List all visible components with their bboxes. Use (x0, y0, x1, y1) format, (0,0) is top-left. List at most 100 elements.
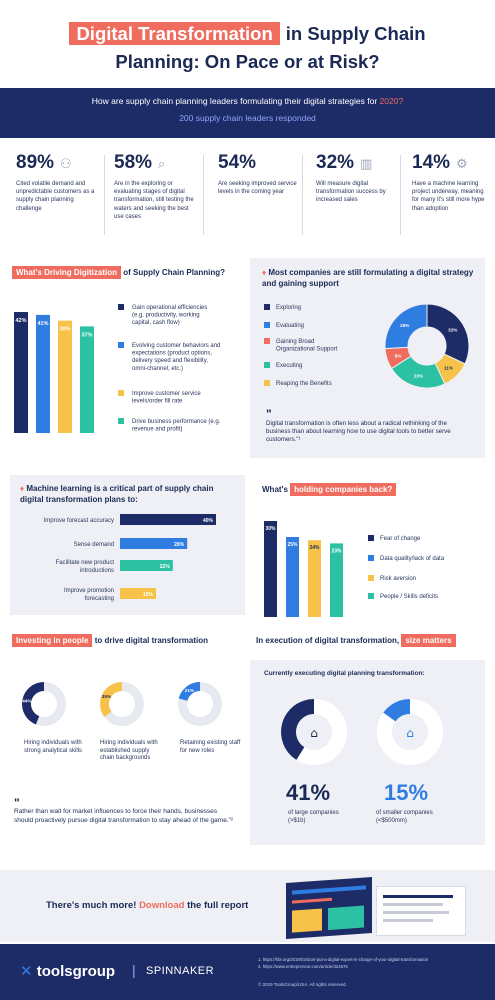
legend-swatch (368, 593, 374, 599)
ml-category-label: Sense demand (74, 542, 114, 548)
strategy-quote: Digital transformation is often less abo… (266, 420, 451, 444)
customers-icon: ⚇ (60, 156, 72, 171)
thumb-bar (292, 885, 366, 895)
page-title-line2: Planning: On Pace or at Risk? (115, 51, 380, 72)
ml-title-text: Machine learning is a critical part of s… (20, 484, 214, 504)
people-title-rest: to drive digital transformation (94, 636, 209, 645)
stat-text: Have a machine learning project underway… (412, 181, 485, 212)
legend-swatch (118, 418, 124, 424)
strategy-value-label: 11% (444, 366, 453, 371)
bullet-icon: ♦ (262, 268, 267, 277)
strategy-legend-label: Exploring (276, 305, 301, 311)
driver-value-label: 39% (59, 327, 70, 333)
stat-card: 32% ▥ Will measure digital transformatio… (316, 152, 412, 242)
ml-bar (120, 514, 216, 525)
holding-legend-label: People / Skills deficits (380, 594, 438, 600)
bullet-icon: ♦ (20, 484, 25, 493)
holding-bar (330, 543, 343, 617)
storefront-icon: ⌂ (406, 726, 414, 740)
holding-bar (264, 521, 277, 617)
strategy-title-text: Most companies are still formulating a d… (262, 268, 474, 288)
title-highlight: Digital Transformation (69, 22, 280, 45)
ml-category-label: Improve promotion (64, 588, 114, 594)
stat-percent: 54% (218, 152, 257, 173)
ml-bar (120, 588, 156, 599)
intro-year: 2020? (379, 96, 404, 106)
holding-bar (286, 537, 299, 617)
legend-swatch (264, 338, 270, 344)
page-title: Digital Transformation in Supply Chain (0, 22, 495, 46)
legend-swatch (368, 575, 374, 581)
people-title-highlight: Investing in people (12, 634, 93, 647)
ml-title: ♦ Machine learning is a critical part of… (20, 484, 235, 505)
driver-value-label: 37% (81, 332, 92, 338)
office-building-icon: ⌂ (310, 726, 318, 740)
driver-legend-label: capital, cash flow) (132, 320, 180, 326)
driver-legend-label: delivery speed and flexibility, (132, 358, 208, 364)
holding-title-before: What's (262, 485, 288, 494)
drivers-chart: 42% 41% 39% 37% Gain operational efficiencie… (14, 304, 221, 433)
driver-legend-label: Gain operational efficiencies (132, 305, 207, 311)
cta-text: There's much more! Download the full rep… (46, 900, 248, 911)
download-link[interactable]: Download (139, 900, 185, 911)
thumb-bar (292, 897, 332, 904)
references: 1. https://hbr.org/2019/03/dont-put-a-di… (258, 956, 488, 970)
cta-after: the full report (187, 900, 249, 911)
toolsgroup-mark-icon: ✕ (20, 963, 33, 980)
stat-text: Cited volatile demand and unpredictable … (16, 181, 95, 212)
size-title-before: In execution of digital transformation, (256, 636, 400, 645)
driver-legend-label: revenue and profit) (132, 427, 182, 433)
reference-2[interactable]: 2. https://www.entrepreneur.com/article/… (258, 964, 348, 969)
cta-before: There's much more! (46, 900, 137, 911)
stat-text: Are seeking improved service levels in t… (218, 181, 297, 196)
reference-1[interactable]: 1. https://hbr.org/2019/03/dont-put-a-di… (258, 957, 429, 962)
strategy-legend-label: Organizational Support (276, 347, 338, 353)
holding-bar (308, 540, 321, 617)
holding-legend-label: Fear of change (380, 536, 421, 542)
quote-icon: " (14, 796, 20, 810)
copyright: © 2019 ToolsGroup/USA. All rights reserv… (258, 982, 347, 987)
legend-swatch (264, 304, 270, 310)
strategy-value-label: 23% (414, 373, 423, 378)
legend-swatch (264, 322, 270, 328)
size-title-highlight: size matters (401, 634, 456, 647)
holding-value-label: 25% (287, 542, 298, 548)
driver-bar (36, 314, 50, 433)
ml-category-label: forecasting (85, 596, 114, 602)
legend-swatch (118, 342, 124, 348)
spinnaker-logo[interactable]: SPINNAKER (146, 965, 215, 977)
people-item-label: Retaining existing staff for new roles (180, 740, 241, 754)
strategy-legend-label: Evaluating (276, 323, 304, 329)
ml-category-label: Improve forecast accuracy (44, 518, 114, 524)
report-page-thumbnail[interactable] (376, 886, 466, 936)
people-donut-slice (100, 682, 122, 717)
people-donut-slice (178, 682, 200, 701)
stat-percent: 58% (114, 152, 153, 173)
people-quote: Rather than wait for market influences t… (14, 808, 234, 824)
intro-respondents: 200 supply chain leaders responded (179, 113, 316, 123)
strategy-title: ♦ Most companies are still formulating a… (262, 268, 477, 289)
ml-chart: 40% Improve forecast accuracy 28% Sense dem… (44, 514, 216, 602)
holding-title-highlight: holding companies back? (290, 483, 397, 496)
strategy-value-label: 8% (395, 353, 402, 358)
ml-value-label: 15% (143, 592, 154, 598)
divider (203, 155, 204, 235)
ml-category-label: introductions (80, 568, 114, 574)
ml-value-label: 28% (174, 542, 185, 548)
toolsgroup-logo[interactable]: ✕ toolsgroup (20, 962, 115, 980)
driver-legend-label: Improve customer service (132, 391, 201, 397)
size-donut-slice (281, 699, 314, 760)
size-subtitle: Currently executing digital planning tra… (264, 670, 425, 677)
people-title: Investing in people to drive digital tra… (12, 634, 209, 647)
drivers-title-rest: of Supply Chain Planning? (123, 268, 226, 277)
driver-bar (14, 312, 28, 433)
chart-icon: ▥ (360, 156, 373, 171)
holding-value-label: 23% (331, 548, 342, 554)
report-thumbnail[interactable] (286, 876, 372, 940)
stat-text: Will measure digital transformation succ… (316, 181, 386, 204)
holding-legend-label: Risk aversion (380, 576, 416, 582)
driver-legend-label: Evolving customer behaviors and (132, 343, 220, 349)
intro-question: How are supply chain planning leaders fo… (0, 96, 495, 106)
thumb-block (292, 908, 322, 933)
strategy-legend-label: Reaping the Benefits (276, 381, 332, 387)
